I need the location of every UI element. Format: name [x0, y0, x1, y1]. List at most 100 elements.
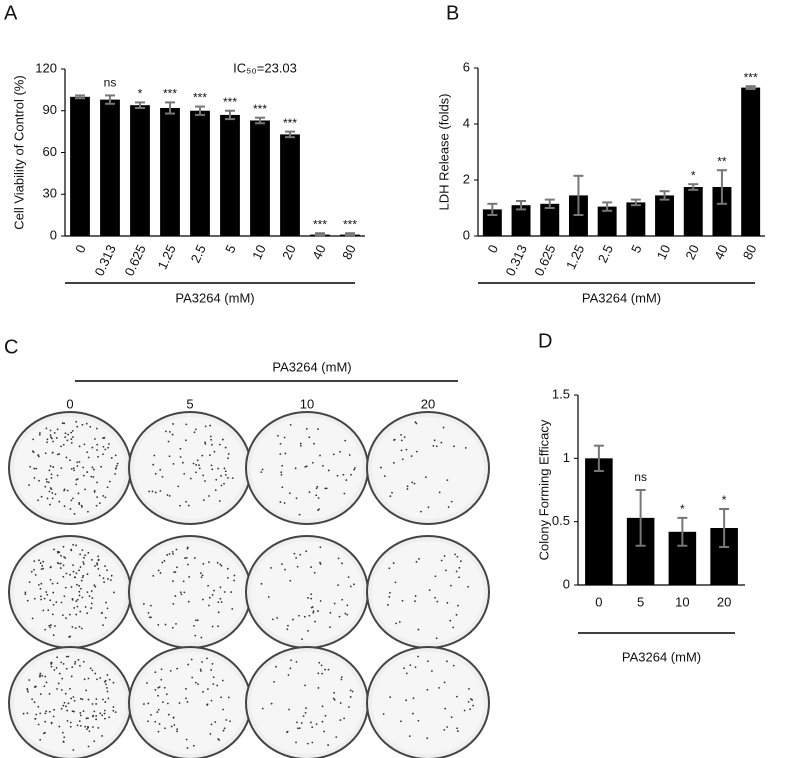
colony-dot	[219, 586, 222, 589]
colony-dot	[69, 573, 72, 576]
colony-dot	[206, 657, 208, 660]
colony-dot	[300, 722, 303, 724]
colony-dot	[435, 445, 438, 448]
colony-dot	[96, 449, 98, 451]
significance-label: ***	[163, 87, 177, 101]
colony-dot	[52, 466, 55, 468]
x-tick-label: 0	[485, 242, 502, 255]
colony-dot	[48, 692, 51, 695]
colony-dot	[223, 467, 226, 470]
colony-dot	[198, 467, 201, 470]
colony-dot	[173, 724, 176, 726]
colony-dot	[324, 714, 327, 717]
colony-dot	[412, 697, 415, 700]
colony-dot	[62, 443, 65, 446]
colony-dot	[103, 709, 106, 712]
colony-dot	[424, 476, 427, 479]
colony-dot	[43, 597, 46, 600]
colony-dot	[271, 618, 274, 621]
colony-dot	[304, 465, 307, 468]
colony-dot	[50, 663, 53, 665]
colony-dot	[167, 440, 170, 443]
colony-dot	[168, 431, 171, 433]
colony-dot	[277, 434, 279, 437]
colony-dot	[45, 681, 48, 684]
colony-dot	[38, 479, 40, 482]
colony-dot	[54, 493, 57, 496]
colony-dot	[443, 555, 446, 557]
colony-dot	[52, 591, 55, 594]
colony-dot	[401, 599, 404, 602]
colony-dot	[82, 466, 85, 469]
colony-dot	[261, 468, 264, 471]
colony-dot	[107, 697, 110, 700]
y-tick-label: 0	[463, 227, 470, 242]
colony-dot	[56, 550, 59, 553]
colony-dot	[46, 481, 48, 483]
x-axis-label: PA3264 (mM)	[582, 290, 661, 305]
colony-dot	[163, 686, 166, 689]
colony-dot	[308, 614, 311, 617]
colony-dot	[51, 451, 54, 454]
colony-dot	[81, 576, 84, 579]
colony-dot	[194, 634, 197, 637]
colony-dot	[31, 617, 34, 620]
colony-dot	[400, 720, 402, 723]
colony-dot	[48, 624, 51, 627]
colony-dot	[39, 587, 42, 590]
colony-dot	[79, 725, 82, 727]
colony-dot	[79, 566, 82, 568]
colony-dot	[403, 667, 406, 670]
colony-dot	[319, 561, 321, 564]
colony-dot	[211, 468, 214, 471]
colony-dot	[74, 627, 77, 630]
x-tick-label: 20	[717, 594, 731, 609]
colony-dot	[220, 601, 223, 603]
colony-dot	[67, 655, 70, 658]
colony-dot	[305, 550, 308, 553]
colony-dot	[71, 436, 74, 438]
colony-dot	[304, 684, 306, 687]
colony-dot	[281, 486, 284, 489]
colony-dot	[319, 546, 322, 549]
colony-dot	[22, 712, 25, 715]
colony-dot	[153, 454, 156, 457]
dish-inner	[134, 541, 246, 643]
x-tick-label: 20	[279, 242, 299, 261]
colony-dot	[150, 713, 152, 716]
colony-dot	[305, 707, 307, 709]
colony-dot	[296, 721, 298, 724]
colony-dot	[97, 726, 100, 729]
colony-dot	[184, 557, 186, 560]
colony-dot	[318, 508, 320, 511]
colony-dot	[215, 478, 218, 481]
dish-inner	[251, 417, 363, 519]
colony-dot	[72, 543, 75, 546]
colony-dot	[100, 465, 103, 468]
colony-dot	[76, 425, 79, 428]
colony-dot	[74, 660, 77, 663]
colony-dot	[108, 678, 111, 681]
colony-dot	[453, 445, 455, 448]
colony-dot	[101, 714, 104, 717]
colony-dot	[46, 497, 49, 500]
colony-dot	[299, 442, 302, 445]
colony-dot	[288, 708, 290, 711]
colony-dot	[310, 597, 313, 600]
colony-dot	[446, 601, 449, 604]
x-tick-label: 40	[309, 242, 329, 261]
colony-dot	[344, 612, 347, 615]
colony-dot	[446, 726, 449, 728]
dish-inner	[372, 652, 484, 754]
colony-dot	[415, 560, 418, 563]
panel-letter: D	[538, 330, 552, 352]
colony-dot	[284, 568, 286, 571]
colony-dot	[312, 611, 315, 614]
colony-dot	[313, 442, 315, 445]
bar	[511, 205, 531, 236]
colony-dot	[261, 707, 264, 710]
colony-dot	[333, 602, 336, 605]
colony-dot	[72, 749, 75, 751]
bar	[220, 114, 240, 236]
colony-dot	[110, 579, 112, 582]
